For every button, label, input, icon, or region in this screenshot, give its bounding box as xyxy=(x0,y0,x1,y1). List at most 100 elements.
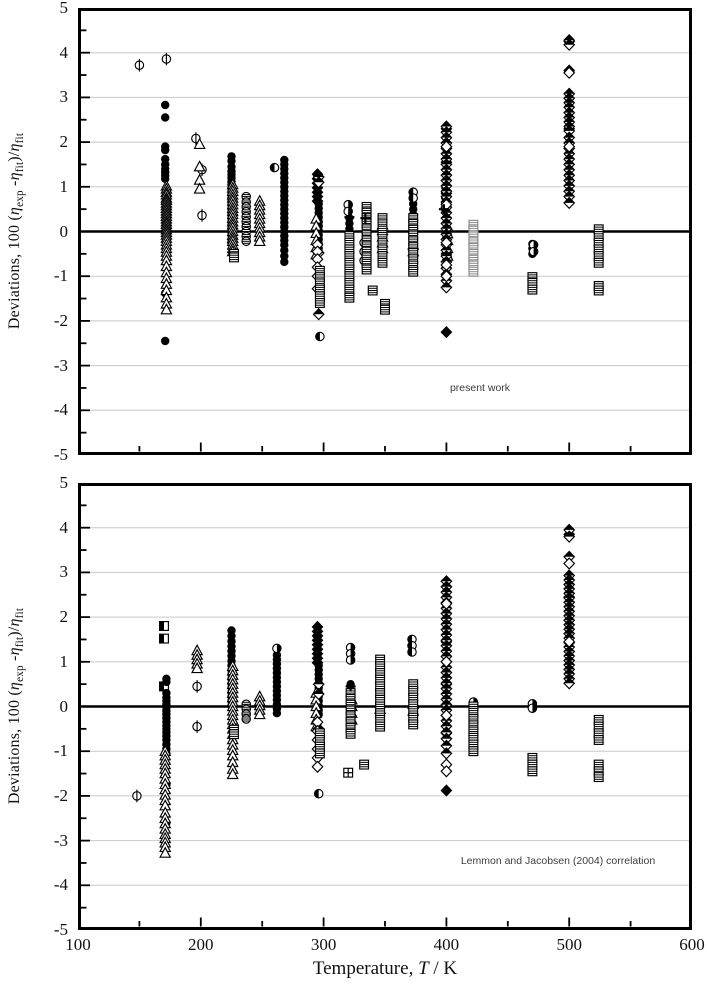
data-point-circle-filled xyxy=(161,100,170,110)
top-plot-canvas xyxy=(78,8,692,455)
data-point-diamond-filled xyxy=(311,656,324,669)
data-point-circle-vline xyxy=(197,209,207,222)
data-point-triangle-open xyxy=(226,767,239,780)
data-point-square-striped xyxy=(345,728,356,739)
y-tick-label: 5 xyxy=(59,0,69,17)
data-point-square-striped xyxy=(361,264,372,275)
bottom-plot-canvas xyxy=(78,483,692,930)
data-point-circle-vline xyxy=(192,680,202,693)
top-panel-annotation: present work xyxy=(449,382,511,394)
x-tick-label: 600 xyxy=(679,935,705,954)
data-point-circle-vline xyxy=(161,52,172,66)
data-point-square-striped xyxy=(408,719,419,730)
data-point-diamond-open xyxy=(440,269,453,283)
data-point-circle-vline xyxy=(192,720,202,733)
data-point-triangle-open xyxy=(160,303,173,315)
data-point-square-striped xyxy=(527,284,538,295)
y-tick-label: -4 xyxy=(53,400,68,420)
data-point-square-striped xyxy=(593,772,604,783)
data-point-square-striped xyxy=(468,746,479,757)
y-axis-title-bottom-text: Deviations, 100 (ηexp -ηfit)/ηfit xyxy=(5,607,27,805)
data-point-square-striped xyxy=(344,284,355,295)
data-point-square-striped xyxy=(593,285,604,296)
y-tick-label: 3 xyxy=(59,87,69,107)
data-point-diamond-open xyxy=(440,236,453,249)
data-point-circle-striped xyxy=(241,714,251,724)
x-tick-label: 500 xyxy=(556,935,582,954)
x-axis-title: Temperature, T / K xyxy=(78,958,692,980)
y-tick-label: 4 xyxy=(59,42,69,62)
data-point-square-striped xyxy=(593,735,604,745)
data-point-circle-filled xyxy=(161,336,170,346)
data-point-circle-half xyxy=(313,788,324,799)
data-point-square-striped xyxy=(408,266,419,277)
data-point-square-striped xyxy=(314,748,325,759)
data-point-circle-filled xyxy=(280,257,289,267)
y-tick-label: 1 xyxy=(59,651,69,671)
data-point-diamond-open xyxy=(563,66,576,80)
data-point-square-striped xyxy=(408,260,419,271)
x-tick-label: 200 xyxy=(188,935,214,954)
data-point-diamond-half xyxy=(440,747,453,760)
data-point-square-striped xyxy=(593,257,604,268)
y-tick-label: -5 xyxy=(53,445,68,464)
data-point-diamond-half xyxy=(440,739,453,753)
data-point-square-striped xyxy=(377,225,388,236)
data-point-diamond-half xyxy=(312,176,325,189)
data-point-square-striped xyxy=(344,292,355,303)
data-point-triangle-open xyxy=(253,234,266,246)
y-tick-label: -1 xyxy=(53,266,68,286)
data-point-plus xyxy=(345,681,356,692)
data-point-square-striped xyxy=(375,721,386,732)
x-tick-label: 400 xyxy=(433,935,460,954)
data-point-diamond-open xyxy=(563,635,576,648)
data-point-triangle-open xyxy=(193,137,206,149)
data-point-square-striped xyxy=(468,701,479,712)
data-point-circle-filled xyxy=(280,251,289,261)
y-tick-label: -3 xyxy=(53,830,68,850)
data-point-diamond-half xyxy=(563,190,576,203)
data-point-circle-filled xyxy=(161,113,170,122)
data-point-circle-half xyxy=(269,162,280,173)
data-point-diamond-half xyxy=(440,281,453,294)
data-point-triangle-open xyxy=(159,846,172,858)
y-tick-label: 0 xyxy=(59,696,69,716)
data-point-circle-half xyxy=(408,193,418,203)
plot-frame xyxy=(78,8,692,455)
plot-frame xyxy=(78,483,692,930)
data-point-triangle-open xyxy=(193,182,206,194)
y-tick-label: 0 xyxy=(59,221,69,241)
data-point-diamond-filled xyxy=(440,784,453,797)
data-point-circle-striped xyxy=(241,236,251,247)
y-tick-label: -3 xyxy=(53,355,68,375)
data-point-diamond-open xyxy=(440,709,453,722)
data-point-circle-half-r xyxy=(528,246,539,257)
data-point-diamond-open xyxy=(440,140,453,153)
data-point-square-striped xyxy=(527,766,538,777)
data-point-diamond-open xyxy=(563,140,576,153)
data-point-square-striped xyxy=(359,759,370,770)
data-point-diamond-half xyxy=(312,687,325,701)
x-tick-label: 100 xyxy=(65,935,91,954)
data-point-plus xyxy=(344,212,355,223)
data-point-diamond-half xyxy=(563,523,576,537)
x-tick-label: 300 xyxy=(310,935,337,954)
data-point-square-striped xyxy=(468,266,479,277)
data-point-diamond-half xyxy=(563,550,576,564)
y-tick-label: 3 xyxy=(59,562,69,582)
data-point-triangle-open xyxy=(253,707,266,720)
data-point-circle-filled xyxy=(161,145,170,155)
y-tick-label: 2 xyxy=(59,132,69,152)
data-point-diamond-open xyxy=(440,597,453,610)
data-point-triangle-open xyxy=(193,160,206,172)
data-point-diamond-open xyxy=(311,760,324,774)
data-point-circle-filled xyxy=(162,677,171,687)
y-tick-label: -2 xyxy=(53,785,68,805)
data-point-square-half xyxy=(159,621,169,631)
y-tick-label: -2 xyxy=(53,310,68,330)
bottom-panel-annotation: Lemmon and Jacobsen (2004) correlation xyxy=(460,855,656,867)
data-point-circle-half-r xyxy=(527,703,538,714)
data-point-circle-filled xyxy=(280,246,289,255)
data-point-circle-half xyxy=(315,331,325,342)
data-point-square-plus xyxy=(343,767,354,778)
